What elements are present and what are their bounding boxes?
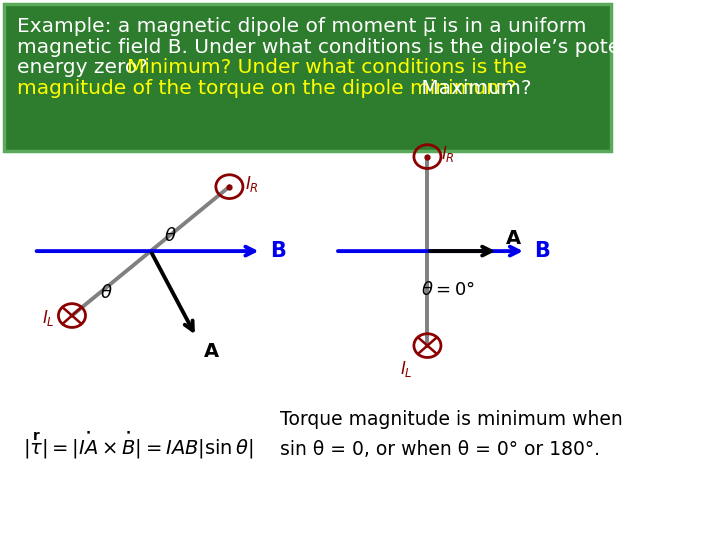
Text: $|\overset{\mathbf{r}}{\tau}| = |\overset{\mathbf{\cdot}}{IA} \times \overset{\m: $|\overset{\mathbf{r}}{\tau}| = |\overse…	[23, 429, 254, 462]
Text: B: B	[534, 241, 549, 261]
FancyBboxPatch shape	[4, 4, 611, 151]
Text: B: B	[271, 241, 287, 261]
Text: Example: a magnetic dipole of moment μ̅ is in a uniform: Example: a magnetic dipole of moment μ̅ …	[17, 17, 587, 36]
Text: magnetic field B. Under what conditions is the dipole’s potential: magnetic field B. Under what conditions …	[17, 38, 665, 57]
Text: $\theta$: $\theta$	[99, 284, 112, 302]
Text: Minimum? Under what conditions is the: Minimum? Under what conditions is the	[127, 58, 527, 77]
Text: A: A	[204, 342, 219, 361]
Text: $\theta = 0°$: $\theta = 0°$	[421, 281, 475, 299]
Text: A: A	[505, 230, 521, 248]
Text: energy zero?: energy zero?	[17, 58, 155, 77]
Text: $I_L$: $I_L$	[42, 308, 55, 328]
Text: Torque magnitude is minimum when
sin θ = 0, or when θ = 0° or 180°.: Torque magnitude is minimum when sin θ =…	[280, 410, 623, 459]
Text: $\theta$: $\theta$	[164, 227, 177, 245]
Text: $I_R$: $I_R$	[245, 174, 258, 194]
Text: $I_L$: $I_L$	[400, 359, 413, 379]
Text: Maximum?: Maximum?	[415, 79, 531, 98]
Text: magnitude of the torque on the dipole minimum?: magnitude of the torque on the dipole mi…	[17, 79, 517, 98]
Text: $I_R$: $I_R$	[441, 144, 455, 164]
